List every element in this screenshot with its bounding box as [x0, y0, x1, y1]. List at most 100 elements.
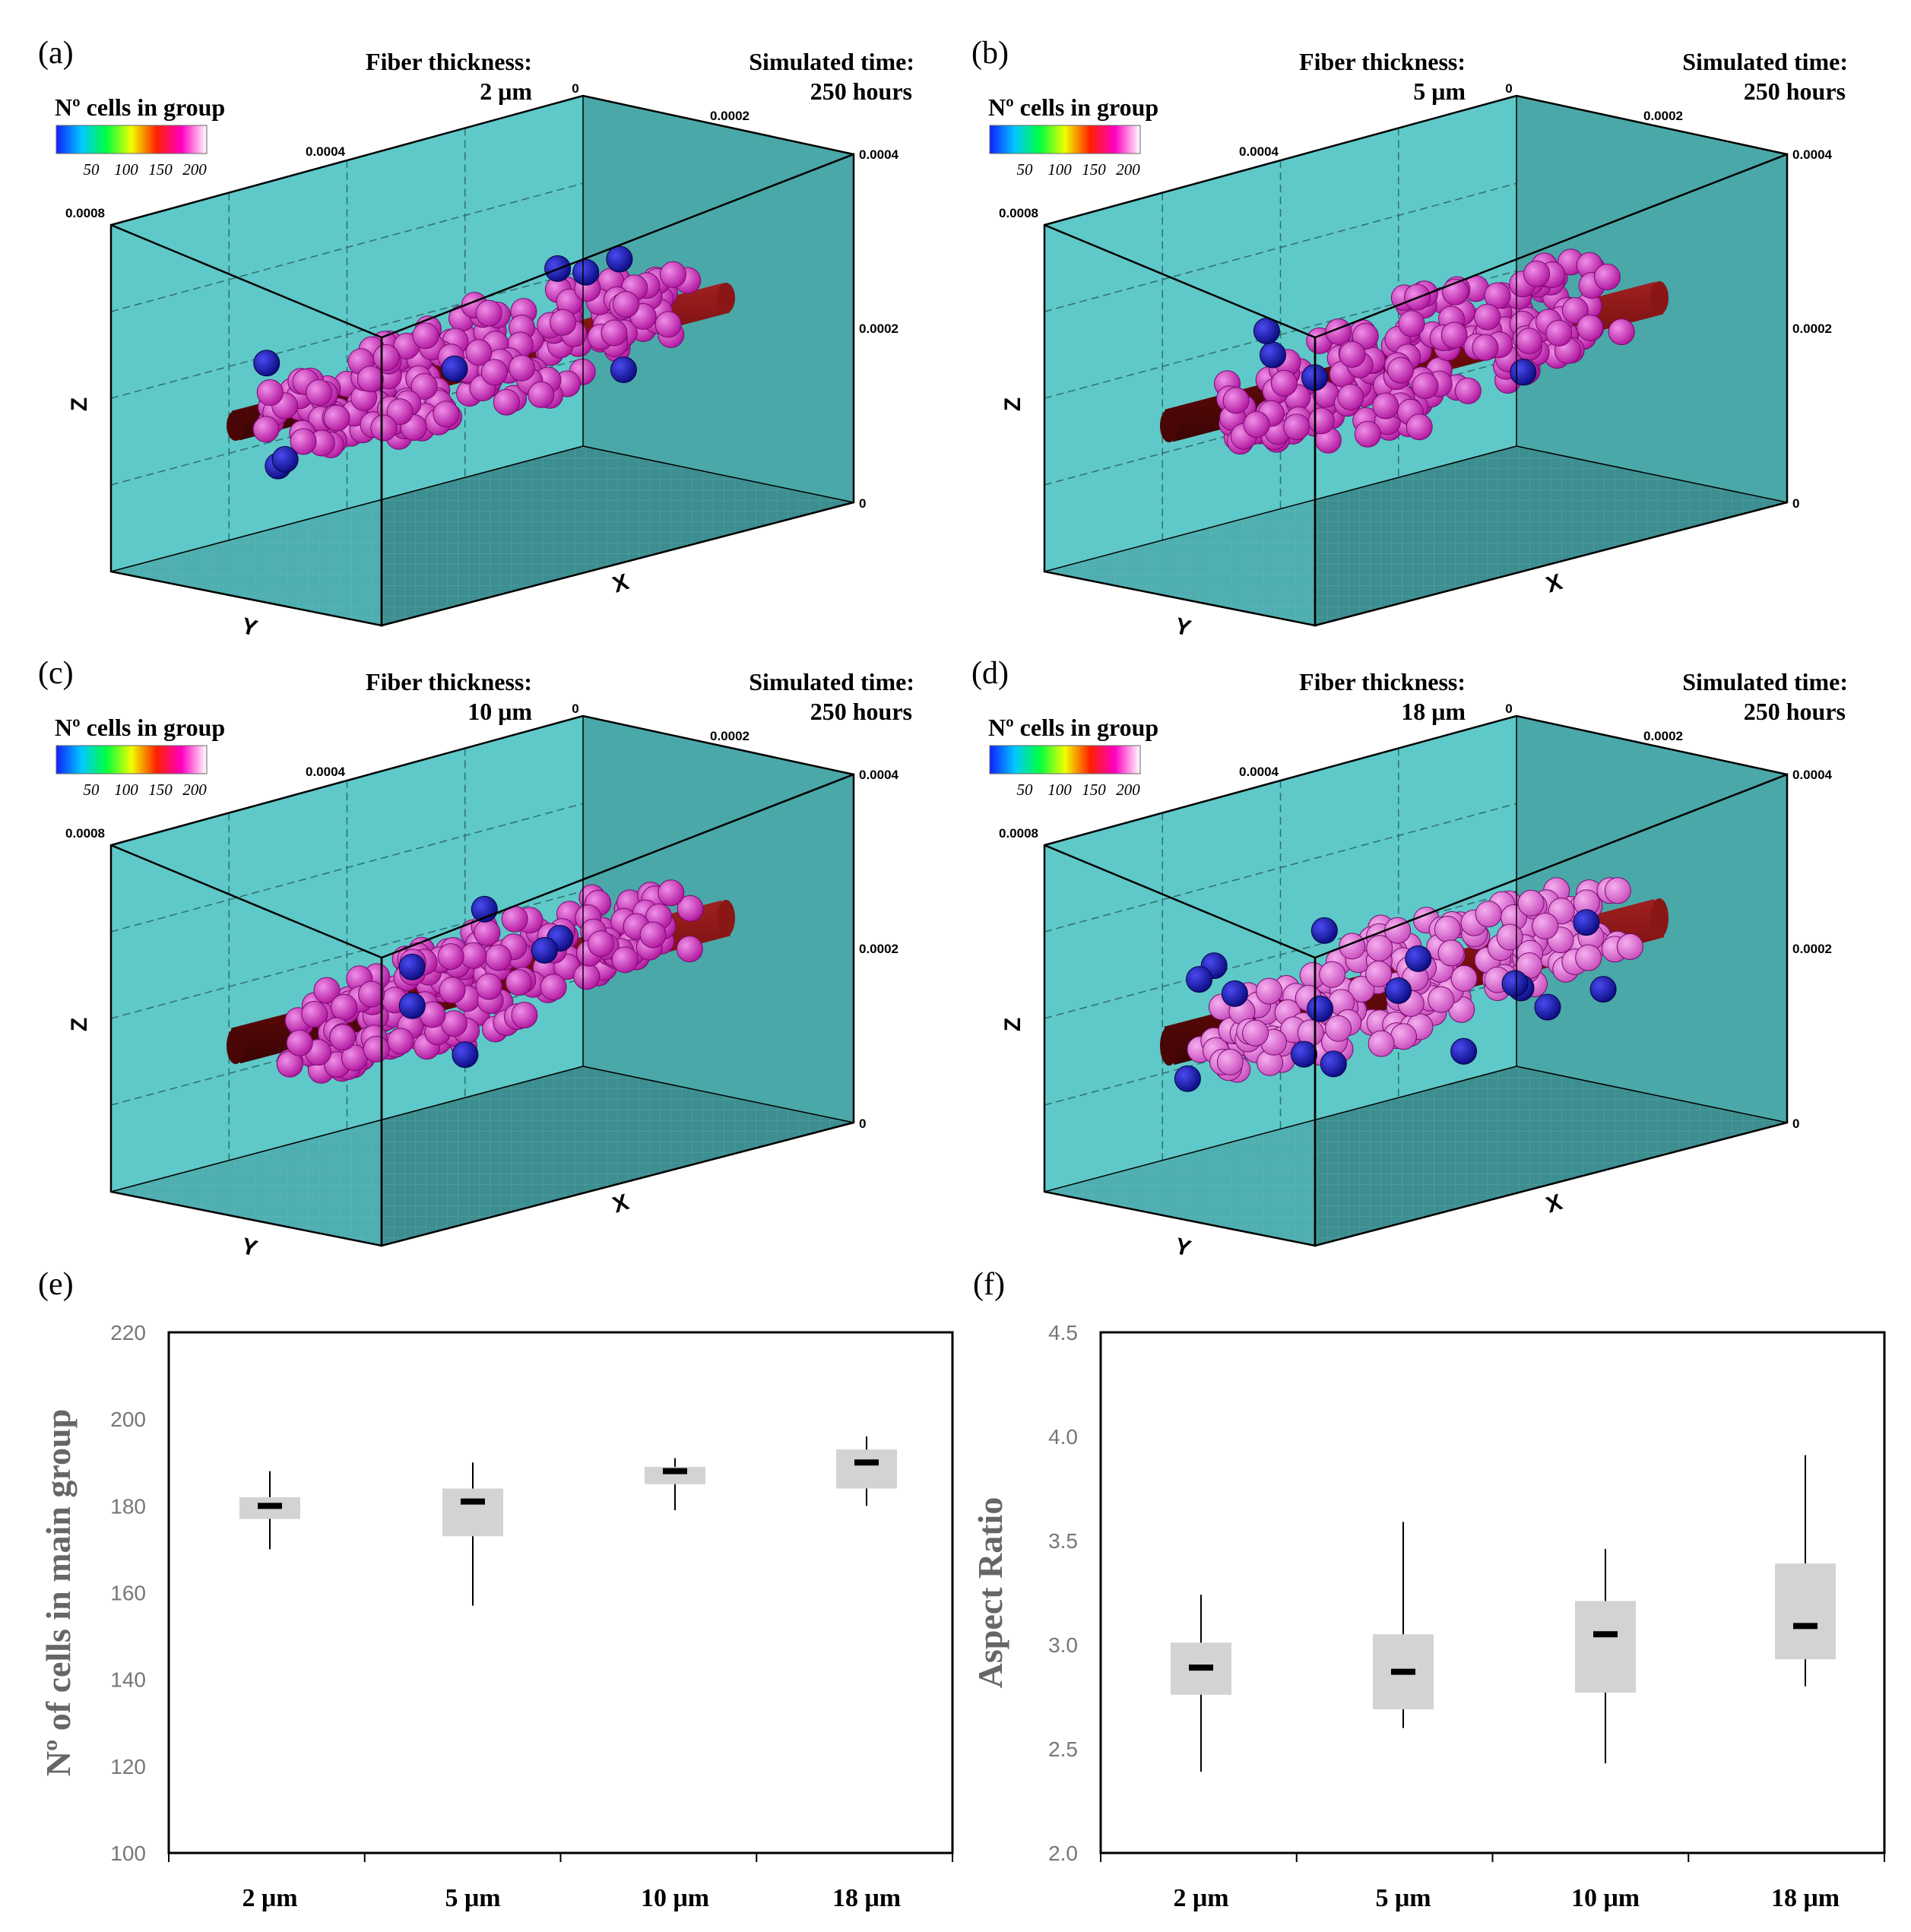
tick-label: 0.0002	[710, 729, 750, 743]
cell	[363, 1035, 390, 1063]
y-tick-label: 180	[110, 1494, 146, 1518]
outlier-cell	[452, 1041, 479, 1069]
fiber-end	[1160, 409, 1178, 442]
cell	[1593, 263, 1621, 290]
cell	[475, 973, 502, 1000]
cell	[412, 322, 439, 350]
tick-label: 0.0004	[306, 144, 346, 159]
outlier-cell	[1510, 359, 1537, 386]
outlier-cell	[441, 355, 468, 382]
x-axis-label: X	[1543, 1189, 1565, 1218]
cell-cluster	[1214, 249, 1635, 455]
cell	[329, 1024, 357, 1051]
fiber-end	[717, 283, 735, 313]
x-axis-label: X	[1543, 569, 1565, 598]
cell	[1532, 912, 1559, 939]
tick-label: 0.0002	[859, 942, 898, 956]
simulated-time-title: Simulated time:	[749, 668, 914, 695]
cell	[1517, 889, 1545, 917]
cell	[1412, 372, 1439, 400]
x-tick-label: 18 μm	[832, 1884, 901, 1912]
colorbar	[989, 125, 1141, 154]
panel-label: (c)	[38, 656, 74, 691]
x-tick-label: 5 μm	[1375, 1884, 1431, 1912]
tick-label: 0.0002	[1643, 109, 1683, 123]
cell	[1283, 413, 1310, 441]
fiber-end	[227, 410, 245, 441]
outlier-cell	[1405, 945, 1432, 972]
cell	[485, 944, 512, 971]
cell	[1242, 1019, 1269, 1047]
cell	[1496, 923, 1523, 951]
outlier-cell	[610, 356, 637, 383]
cell	[1398, 310, 1425, 337]
cell	[1450, 964, 1478, 992]
box	[442, 1488, 503, 1537]
cell	[1561, 297, 1589, 324]
x-tick-label: 2 μm	[1173, 1884, 1228, 1912]
cell	[410, 372, 438, 400]
outlier-cell	[1307, 995, 1334, 1022]
tick-label: 0.0004	[1239, 144, 1279, 159]
box	[645, 1466, 705, 1484]
cell	[1440, 321, 1468, 349]
panel-d: 0 0.0002 0.0004 0.0004 0.0008 0.0002 0 X Y Z (d) Fi…	[971, 656, 1848, 1262]
tick-label: 0	[859, 496, 866, 511]
tick-label: 0.0004	[859, 768, 899, 782]
fiber-thickness-title: Fiber thickness:	[366, 668, 532, 695]
panel-label: (e)	[38, 1267, 74, 1302]
tick-label: 0.0002	[1643, 729, 1683, 743]
colorbar-tick: 100	[1047, 781, 1072, 799]
cell	[301, 1000, 328, 1028]
panel-b: 0 0.0002 0.0004 0.0004 0.0008 0.0002 0 X Y Z (b) Fi…	[971, 36, 1848, 641]
colorbar	[989, 745, 1141, 774]
simulated-time-value: 250 hours	[1744, 78, 1846, 105]
fiber-thickness-title: Fiber thickness:	[366, 48, 532, 75]
cell	[1523, 260, 1551, 287]
colorbar-tick: 200	[182, 160, 207, 179]
cell	[601, 319, 628, 347]
box	[836, 1449, 897, 1489]
cell	[1454, 377, 1482, 404]
outlier-cell	[1221, 980, 1248, 1007]
cell	[1270, 369, 1298, 397]
cell	[1608, 318, 1635, 346]
fiber-end	[1650, 898, 1669, 938]
simulated-time-value: 250 hours	[810, 698, 912, 725]
cell	[1256, 977, 1283, 1005]
tick-label: 0.0008	[999, 826, 1038, 841]
outlier-cell	[398, 953, 426, 980]
cell	[386, 398, 414, 426]
panel-label: (f)	[973, 1267, 1005, 1302]
y-tick-label: 140	[110, 1668, 146, 1692]
cell	[660, 261, 686, 288]
tick-label: 0	[1505, 81, 1512, 96]
fiber-end	[717, 900, 735, 936]
tick-label: 0.0002	[859, 321, 898, 336]
cell	[540, 974, 567, 1001]
colorbar-title: Nº cells in group	[988, 714, 1158, 741]
cell	[439, 977, 466, 1004]
cell	[306, 379, 333, 406]
outlier-cell	[1534, 993, 1561, 1021]
colorbar-tick: 50	[1017, 781, 1034, 799]
cell	[480, 359, 508, 386]
cell	[313, 977, 341, 1004]
cell	[1339, 340, 1366, 368]
outlier-cell	[1174, 1065, 1201, 1092]
cell	[286, 1029, 313, 1056]
outlier-cell	[398, 992, 426, 1019]
x-tick-label: 10 μm	[641, 1884, 709, 1912]
cell	[613, 290, 639, 318]
fiber-end	[1160, 1026, 1178, 1066]
tick-label: 0	[1505, 702, 1512, 716]
fiber-thickness-value: 2 μm	[480, 78, 532, 105]
cell	[1575, 944, 1602, 971]
tick-label: 0.0008	[65, 826, 105, 841]
cell	[1516, 328, 1543, 355]
colorbar-tick: 100	[114, 160, 138, 179]
tick-label: 0.0002	[1792, 942, 1832, 956]
box	[1775, 1563, 1836, 1660]
fiber-thickness-value: 10 μm	[467, 698, 532, 725]
